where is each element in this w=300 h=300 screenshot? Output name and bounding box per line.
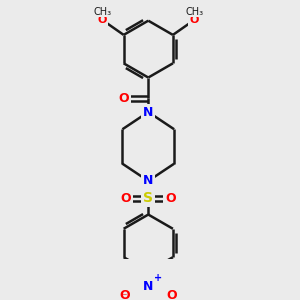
Text: N: N <box>143 280 154 293</box>
Text: O: O <box>98 15 107 25</box>
Text: N: N <box>143 175 154 188</box>
Text: O: O <box>165 192 176 205</box>
Text: N: N <box>143 106 154 118</box>
Text: ⁻: ⁻ <box>120 292 127 300</box>
Text: O: O <box>166 289 177 300</box>
Text: O: O <box>190 15 199 25</box>
Text: +: + <box>154 273 162 283</box>
Text: CH₃: CH₃ <box>185 7 203 16</box>
Text: S: S <box>143 191 153 205</box>
Text: O: O <box>120 289 130 300</box>
Text: O: O <box>121 192 131 205</box>
Text: O: O <box>119 92 130 105</box>
Text: CH₃: CH₃ <box>93 7 111 16</box>
